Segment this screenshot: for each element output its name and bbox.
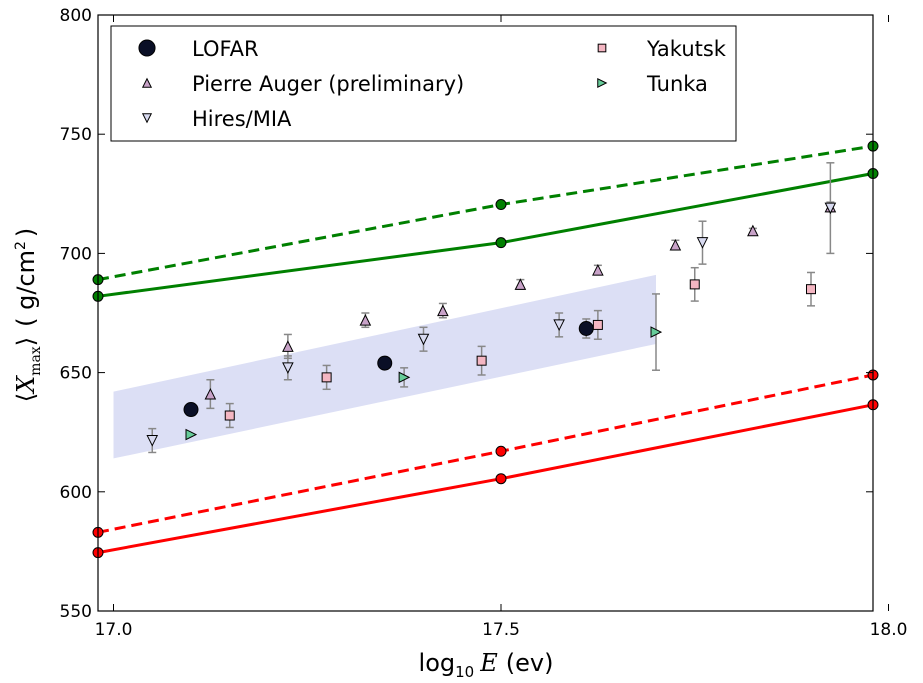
x-axis-label-unit: (ev) — [506, 649, 554, 677]
x-tick-label: 17.5 — [482, 620, 520, 640]
model-line-iron-dashed — [97, 144, 874, 282]
legend-marker — [597, 77, 608, 89]
model-line-point — [495, 199, 507, 211]
y-tick-label: 600 — [60, 483, 92, 503]
pierre-auger-preliminary-point — [669, 238, 682, 251]
y-axis-label-close-bracket: ⟩ — [12, 337, 40, 346]
x-axis-label-sub: 10 — [455, 663, 474, 681]
pierre-auger-preliminary-point — [437, 304, 449, 317]
x-tick-label: 18.0 — [870, 620, 908, 640]
x-axis-label-var: E — [479, 649, 498, 677]
y-axis-label: ⟨Xmax⟩ ( g/cm2) — [12, 228, 44, 403]
y-tick-label: 700 — [60, 244, 92, 264]
yakutsk-point — [806, 284, 816, 295]
model-line-point — [495, 237, 507, 249]
legend-marker — [141, 113, 153, 124]
y-axis-label-open: ⟨ — [12, 393, 40, 402]
y-axis-label-var: X — [12, 375, 40, 395]
lofar-point — [377, 355, 393, 371]
legend-label: LOFAR — [192, 37, 259, 61]
pierre-auger-preliminary-point — [204, 387, 217, 400]
hires-mia-point — [146, 435, 159, 447]
model-line-point — [495, 445, 507, 457]
lofar-point — [183, 402, 199, 418]
yakutsk-point — [476, 355, 487, 366]
y-tick-label: 550 — [60, 602, 92, 622]
y-tick-label: 750 — [60, 125, 92, 145]
hires-mia-point — [553, 319, 565, 332]
tunka-point — [398, 371, 411, 384]
legend-label: Hires/MIA — [192, 107, 292, 131]
legend: LOFAR Pierre Auger (preliminary) Hires/MIA… — [110, 25, 737, 142]
legend-label: Yakutsk — [646, 37, 727, 61]
x-tick-label: 17.0 — [95, 620, 133, 640]
pierre-auger-preliminary-point — [359, 314, 372, 326]
legend-marker — [138, 39, 156, 57]
data-points — [146, 162, 837, 454]
hires-mia-point — [282, 362, 294, 374]
yakutsk-point — [592, 319, 603, 330]
y-axis-label-close: ) — [12, 228, 40, 237]
pierre-auger-preliminary-point — [747, 224, 759, 237]
hires-mia-point — [824, 202, 837, 215]
pierre-auger-preliminary-point — [282, 340, 294, 352]
tunka-point — [650, 326, 663, 338]
legend-marker — [141, 77, 153, 88]
yakutsk-point — [224, 410, 235, 421]
pierre-auger-preliminary-point — [592, 263, 604, 276]
plot-frame — [97, 14, 874, 612]
legend-label: Tunka — [646, 72, 708, 96]
hires-mia-point — [417, 333, 430, 346]
x-axis-label: log10 E (ev) — [419, 649, 554, 681]
y-tick-label: 650 — [60, 364, 92, 384]
pierre-auger-preliminary-point — [514, 278, 527, 290]
y-axis-label-sup: 2 — [13, 241, 29, 250]
lofar-point — [578, 320, 594, 336]
x-axis-label-log: log — [419, 649, 456, 677]
hires-mia-point — [696, 237, 709, 249]
legend-items: LOFAR Pierre Auger (preliminary) Hires/MIA… — [138, 37, 727, 131]
y-tick-label: 800 — [60, 6, 92, 26]
yakutsk-point — [689, 279, 700, 290]
legend-marker — [597, 43, 607, 53]
legend-label: Pierre Auger (preliminary) — [192, 72, 464, 96]
tunka-point — [185, 428, 198, 441]
y-axis-label-sub: max — [28, 346, 44, 376]
legend-box — [110, 25, 737, 142]
axis-ticks: 17.0 17.5 18.0 550 600 650 700 750 800 — [60, 6, 908, 640]
y-axis-label-unit: ( g/cm — [12, 250, 40, 327]
model-line-point — [495, 473, 507, 485]
yakutsk-point — [321, 372, 332, 383]
